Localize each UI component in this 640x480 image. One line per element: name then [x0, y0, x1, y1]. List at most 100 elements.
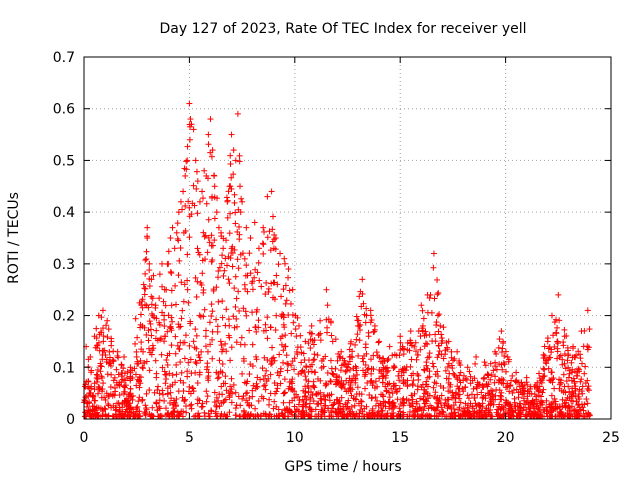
- data-point: [175, 321, 182, 328]
- data-point: [353, 396, 360, 403]
- x-tick-labels: 0 5 10 15 20 25: [80, 430, 620, 446]
- data-point: [148, 332, 155, 339]
- data-point: [185, 359, 192, 366]
- data-point: [347, 353, 354, 360]
- data-point: [126, 400, 133, 407]
- data-point: [264, 193, 271, 200]
- data-point: [305, 340, 312, 347]
- data-point: [432, 389, 439, 396]
- data-point: [553, 329, 560, 336]
- data-point: [287, 300, 294, 307]
- data-point: [352, 413, 359, 420]
- data-point: [424, 309, 431, 316]
- data-point: [184, 143, 191, 150]
- data-point: [376, 338, 383, 345]
- data-point: [267, 411, 274, 418]
- data-point: [317, 337, 324, 344]
- data-point: [103, 390, 110, 397]
- data-point: [199, 195, 206, 202]
- data-point: [261, 354, 268, 361]
- data-point: [226, 409, 233, 416]
- data-point: [269, 213, 276, 220]
- data-point: [130, 392, 137, 399]
- data-point: [336, 353, 343, 360]
- data-point: [350, 395, 357, 402]
- data-point: [577, 378, 584, 385]
- data-point: [173, 396, 180, 403]
- data-point: [349, 377, 356, 384]
- data-point: [371, 326, 378, 333]
- data-point: [164, 361, 171, 368]
- data-point: [333, 376, 340, 383]
- data-point: [296, 322, 303, 329]
- data-point: [244, 288, 251, 295]
- data-point: [474, 391, 481, 398]
- data-point: [451, 355, 458, 362]
- data-point: [262, 382, 269, 389]
- data-point: [227, 210, 234, 217]
- data-point: [187, 320, 194, 327]
- data-point: [339, 355, 346, 362]
- data-point: [206, 239, 213, 246]
- data-point: [187, 116, 194, 123]
- data-point: [282, 282, 289, 289]
- data-point: [271, 279, 278, 286]
- data-point: [94, 342, 101, 349]
- data-point: [426, 392, 433, 399]
- data-point: [579, 383, 586, 390]
- data-point: [210, 287, 217, 294]
- data-point: [384, 357, 391, 364]
- data-point: [244, 389, 251, 396]
- data-point: [289, 385, 296, 392]
- data-point: [346, 358, 353, 365]
- data-point: [384, 368, 391, 375]
- data-point: [243, 380, 250, 387]
- data-point: [227, 152, 234, 159]
- data-point: [582, 410, 589, 417]
- data-point: [139, 364, 146, 371]
- data-point: [271, 413, 278, 420]
- data-point: [116, 382, 123, 389]
- data-point: [556, 409, 563, 416]
- data-point: [400, 411, 407, 418]
- data-point: [416, 405, 423, 412]
- data-point: [359, 290, 366, 297]
- data-point: [164, 352, 171, 359]
- data-point: [555, 291, 562, 298]
- data-point: [426, 368, 433, 375]
- data-point: [242, 272, 249, 279]
- data-point: [300, 350, 307, 357]
- data-point: [231, 324, 238, 331]
- data-point: [352, 341, 359, 348]
- data-point: [141, 359, 148, 366]
- data-point: [216, 357, 223, 364]
- data-point: [168, 342, 175, 349]
- data-point: [523, 399, 530, 406]
- data-point: [566, 388, 573, 395]
- data-point: [177, 410, 184, 417]
- data-point: [94, 366, 101, 373]
- data-point: [232, 220, 239, 227]
- data-point: [389, 402, 396, 409]
- data-point: [442, 351, 449, 358]
- data-point: [540, 386, 547, 393]
- data-point: [311, 351, 318, 358]
- data-point: [220, 245, 227, 252]
- data-point: [205, 131, 212, 138]
- data-point: [568, 403, 575, 410]
- data-point: [184, 373, 191, 380]
- data-point: [336, 380, 343, 387]
- data-point: [153, 370, 160, 377]
- data-point: [493, 386, 500, 393]
- data-point: [585, 344, 592, 351]
- data-point: [267, 361, 274, 368]
- data-point: [93, 342, 100, 349]
- data-point: [437, 322, 444, 329]
- data-point: [554, 338, 561, 345]
- data-point: [492, 392, 499, 399]
- data-point: [205, 216, 212, 223]
- data-point: [354, 371, 361, 378]
- data-point: [148, 412, 155, 419]
- data-point: [165, 248, 172, 255]
- data-point: [435, 351, 442, 358]
